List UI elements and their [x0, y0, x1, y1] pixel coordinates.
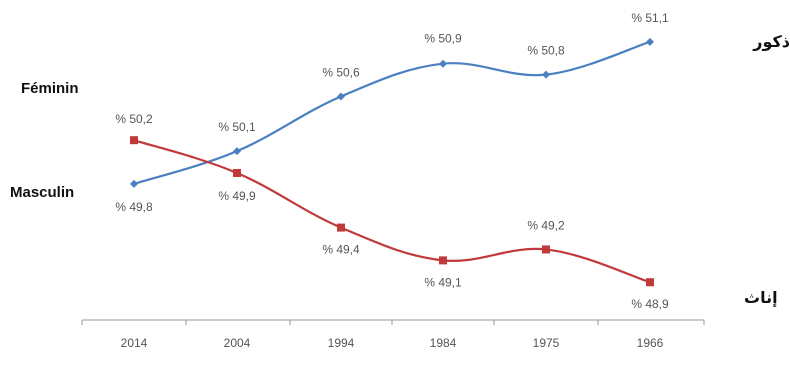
- data-point: [542, 70, 550, 79]
- masculin-label: Masculin: [10, 184, 75, 201]
- data-point: [130, 136, 138, 145]
- data-label: % 50,6: [322, 65, 360, 79]
- x-tick-label: 1966: [637, 336, 664, 350]
- data-point: [439, 59, 447, 68]
- x-tick-label: 1984: [430, 336, 457, 350]
- series-line: [133, 139, 651, 284]
- data-label: % 49,2: [527, 218, 565, 232]
- x-tick-label: 2004: [224, 336, 251, 350]
- data-label: % 49,8: [115, 200, 153, 214]
- data-point: [646, 37, 654, 46]
- females-label-ar: إناث: [744, 288, 778, 307]
- x-tick-label: 1994: [328, 336, 355, 350]
- data-label: % 48,9: [631, 297, 669, 311]
- data-label: % 49,1: [424, 275, 462, 289]
- data-label: % 50,8: [527, 44, 565, 58]
- data-labels: % 49,8 % 50,1 % 50,6 % 50,9 % 50,8 % 51,1 % 50…: [115, 11, 669, 311]
- x-axis: 2014 2004 1994 1984 1975 1966: [81, 319, 705, 350]
- data-label: % 50,9: [424, 32, 462, 46]
- data-point: [337, 92, 345, 101]
- feminin-label: Féminin: [21, 80, 79, 97]
- data-point: [646, 278, 654, 287]
- data-point: [439, 256, 447, 265]
- data-label: % 49,9: [218, 189, 256, 203]
- data-label: % 50,1: [218, 120, 256, 134]
- data-point: [130, 179, 138, 188]
- data-label: % 50,2: [115, 112, 153, 126]
- data-point: [233, 147, 241, 156]
- x-tick-label: 2014: [121, 336, 148, 350]
- data-point: [233, 168, 241, 177]
- series-group: [130, 37, 654, 287]
- data-point: [542, 245, 550, 254]
- series-line: [133, 40, 651, 185]
- data-point: [337, 223, 345, 232]
- x-tick-label: 1975: [533, 336, 560, 350]
- data-label: % 49,4: [322, 243, 360, 257]
- males-label-ar: ذكور: [753, 32, 790, 51]
- data-label: % 51,1: [631, 11, 669, 25]
